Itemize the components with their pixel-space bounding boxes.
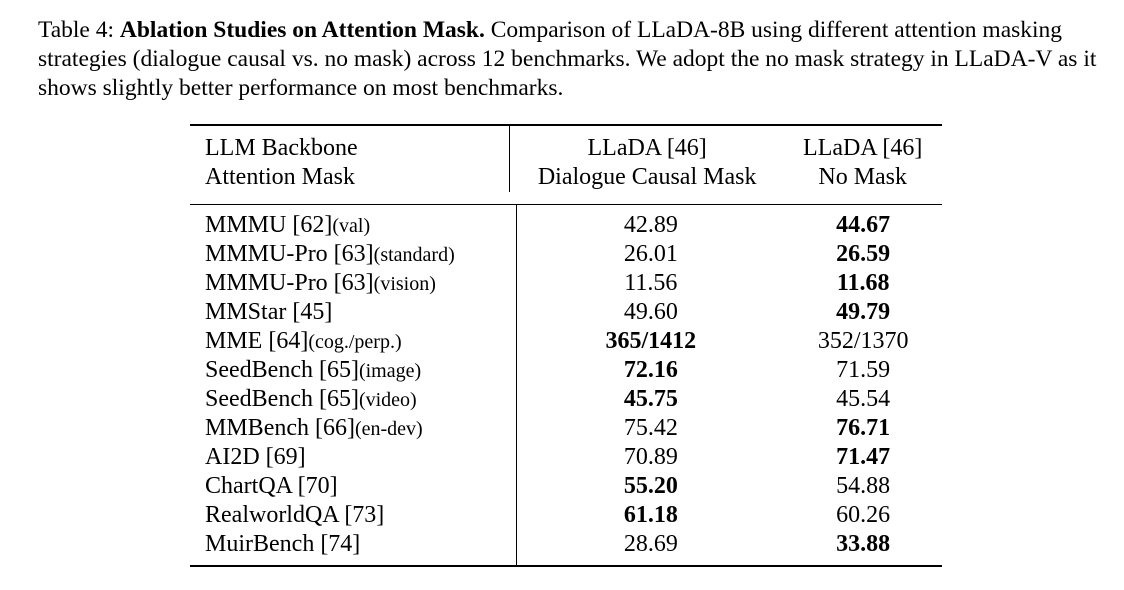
table-row: AI2D [69] 70.89 71.47 <box>190 443 942 472</box>
header-label-mask: Attention Mask <box>190 163 511 192</box>
causal-mask-score: 11.56 <box>624 270 678 296</box>
no-mask-score: 44.67 <box>836 212 891 238</box>
header-row-backbone: LLM Backbone LLaDA [46] LLaDA [46] <box>190 134 942 163</box>
caption-text: Comparison of LLaDA-8B using different a… <box>38 17 1097 101</box>
causal-mask-score: 61.18 <box>623 502 678 528</box>
causal-mask-score: 55.20 <box>623 473 678 499</box>
benchmark-cell: SeedBench [65](video) <box>190 385 517 414</box>
benchmark-cell: SeedBench [65](image) <box>190 356 517 385</box>
causal-mask-score: 75.42 <box>623 415 678 441</box>
benchmark-split: (en-dev) <box>354 418 423 440</box>
caption-title: Ablation Studies on Attention Mask. <box>119 17 485 43</box>
table-row: MMBench [66](en-dev) 75.42 76.71 <box>190 414 942 443</box>
causal-mask-score: 26.01 <box>623 241 678 267</box>
benchmark-name: MMMU [62] <box>205 212 333 238</box>
benchmark-split: (cog./perp.) <box>308 331 402 353</box>
benchmark-cell: ChartQA [70] <box>190 472 517 501</box>
benchmark-cell: RealworldQA [73] <box>190 501 517 530</box>
benchmark-cell: MMMU-Pro [63](vision) <box>190 269 517 298</box>
no-mask-score: 76.71 <box>836 415 891 441</box>
benchmark-name: SeedBench [65] <box>205 386 359 412</box>
table-row: MME [64](cog./perp.) 365/1412 352/1370 <box>190 327 942 356</box>
benchmark-name: AI2D [69] <box>205 444 306 470</box>
benchmark-split: (val) <box>332 215 371 237</box>
benchmark-split: (vision) <box>373 273 436 295</box>
benchmark-name: RealworldQA [73] <box>205 502 385 528</box>
causal-mask-score: 28.69 <box>623 531 678 557</box>
table-row: SeedBench [65](image) 72.16 71.59 <box>190 356 942 385</box>
causal-mask-score: 365/1412 <box>605 328 697 354</box>
no-mask-score: 26.59 <box>836 241 891 267</box>
benchmark-cell: MuirBench [74] <box>190 530 517 559</box>
no-mask-score: 45.54 <box>836 386 891 412</box>
results-body-table: MMMU [62](val) 42.89 44.67 MMMU-Pro [63](st… <box>190 205 942 565</box>
header-row-mask: Attention Mask Dialogue Causal Mask No M… <box>190 163 942 192</box>
table-row: SeedBench [65](video) 45.75 45.54 <box>190 385 942 414</box>
no-mask-score: 11.68 <box>836 270 890 296</box>
benchmark-split: (standard) <box>373 244 455 266</box>
benchmark-cell: MME [64](cog./perp.) <box>190 327 517 356</box>
benchmark-cell: MMMU [62](val) <box>190 211 517 240</box>
no-mask-score: 71.47 <box>836 444 891 470</box>
benchmark-name: MMBench [66] <box>205 415 355 441</box>
causal-mask-score: 42.89 <box>623 212 678 238</box>
header-causal-model: LLaDA [46] <box>587 135 707 161</box>
benchmark-split: (video) <box>358 389 417 411</box>
ablation-table: LLM Backbone LLaDA [46] LLaDA [46] Atten… <box>190 124 942 567</box>
benchmark-cell: AI2D [69] <box>190 443 517 472</box>
table-row: ChartQA [70] 55.20 54.88 <box>190 472 942 501</box>
causal-mask-score: 45.75 <box>623 386 678 412</box>
benchmark-name: SeedBench [65] <box>205 357 359 383</box>
benchmark-cell: MMBench [66](en-dev) <box>190 414 517 443</box>
causal-mask-score: 72.16 <box>623 357 678 383</box>
mid-rule <box>190 204 942 205</box>
causal-mask-score: 70.89 <box>623 444 678 470</box>
header-nomask-model: LLaDA [46] <box>803 135 923 161</box>
top-rule <box>190 124 942 126</box>
no-mask-score: 71.59 <box>836 357 891 383</box>
table-row: MMMU-Pro [63](standard) 26.01 26.59 <box>190 240 942 269</box>
benchmark-name: MuirBench [74] <box>205 531 361 557</box>
benchmark-name: MMMU-Pro [63] <box>205 270 374 296</box>
benchmark-split: (image) <box>358 360 422 382</box>
causal-mask-score: 49.60 <box>623 299 678 325</box>
table-row: MMMU-Pro [63](vision) 11.56 11.68 <box>190 269 942 298</box>
benchmark-name: MME [64] <box>205 328 309 354</box>
no-mask-score: 54.88 <box>836 473 891 499</box>
benchmark-name: ChartQA [70] <box>205 473 338 499</box>
table-row: RealworldQA [73] 61.18 60.26 <box>190 501 942 530</box>
table-row: MuirBench [74] 28.69 33.88 <box>190 530 942 559</box>
caption-label: Table 4: <box>38 17 115 43</box>
results-table: LLM Backbone LLaDA [46] LLaDA [46] Atten… <box>190 126 942 192</box>
benchmark-cell: MMMU-Pro [63](standard) <box>190 240 517 269</box>
table-row: MMStar [45] 49.60 49.79 <box>190 298 942 327</box>
header-causal-mask: Dialogue Causal Mask <box>537 164 757 190</box>
no-mask-score: 60.26 <box>836 502 891 528</box>
benchmark-name: MMMU-Pro [63] <box>205 241 374 267</box>
benchmark-cell: MMStar [45] <box>190 298 517 327</box>
no-mask-score: 352/1370 <box>817 328 909 354</box>
header-no-mask: No Mask <box>818 164 908 190</box>
table-body: MMMU [62](val) 42.89 44.67 MMMU-Pro [63](st… <box>190 211 942 559</box>
bottom-rule <box>190 565 942 567</box>
table-row: MMMU [62](val) 42.89 44.67 <box>190 211 942 240</box>
no-mask-score: 49.79 <box>836 299 891 325</box>
no-mask-score: 33.88 <box>836 531 891 557</box>
header-label-backbone: LLM Backbone <box>190 134 511 163</box>
benchmark-name: MMStar [45] <box>205 299 333 325</box>
table-caption: Table 4: Ablation Studies on Attention M… <box>38 16 1098 103</box>
